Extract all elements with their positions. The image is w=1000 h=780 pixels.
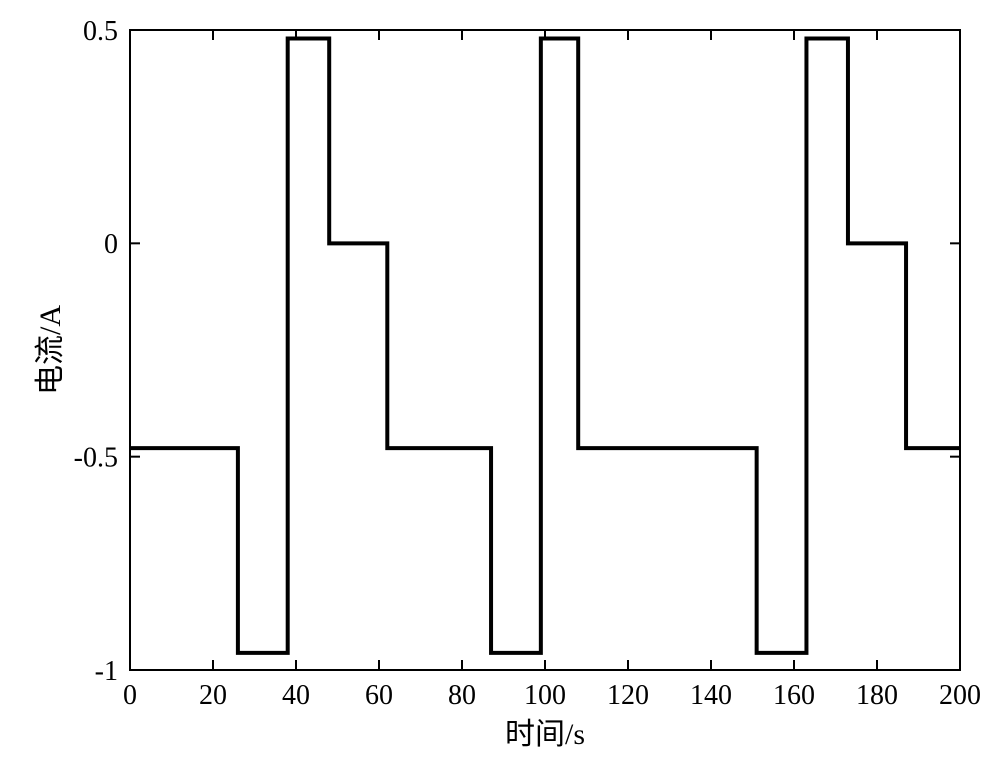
svg-text:时间/s: 时间/s: [505, 718, 585, 751]
svg-text:电流/A: 电流/A: [34, 305, 67, 395]
svg-text:0: 0: [123, 680, 137, 711]
svg-text:80: 80: [448, 680, 476, 711]
svg-text:180: 180: [856, 680, 898, 711]
svg-text:0.5: 0.5: [83, 16, 118, 47]
chart-container: 0 20 40 60 80 100 120 140 160 180 200 -1 -0.5 0 0.5 时间/…: [0, 0, 1000, 780]
svg-text:140: 140: [690, 680, 732, 711]
svg-text:60: 60: [365, 680, 393, 711]
svg-text:20: 20: [199, 680, 227, 711]
svg-text:120: 120: [607, 680, 649, 711]
svg-text:200: 200: [939, 680, 981, 711]
svg-text:-1: -1: [95, 656, 118, 687]
svg-text:-0.5: -0.5: [74, 442, 118, 473]
chart-svg: 0 20 40 60 80 100 120 140 160 180 200 -1 -0.5 0 0.5 时间/…: [0, 0, 1000, 780]
svg-text:0: 0: [104, 229, 118, 260]
svg-text:100: 100: [524, 680, 566, 711]
svg-text:40: 40: [282, 680, 310, 711]
svg-text:160: 160: [773, 680, 815, 711]
